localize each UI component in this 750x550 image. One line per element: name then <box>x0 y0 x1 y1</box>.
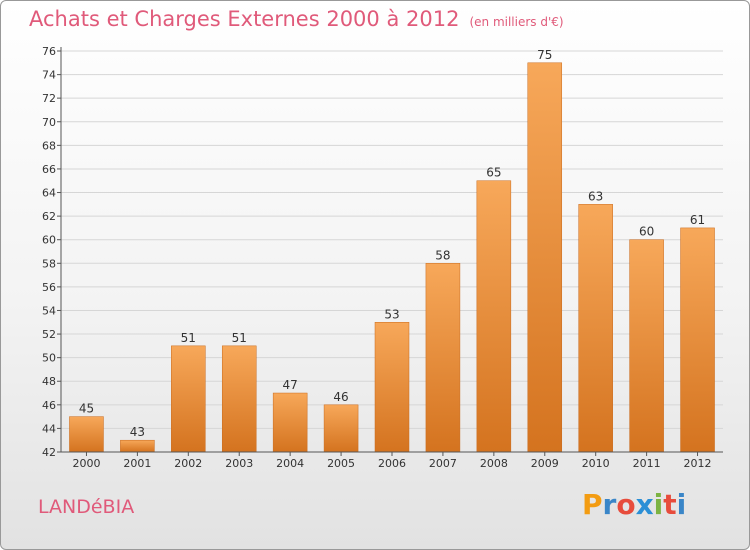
logo-letter: r <box>602 488 617 521</box>
x-tick-label: 2011 <box>633 457 661 470</box>
y-tick-label: 70 <box>42 116 56 129</box>
title-text: Achats et Charges Externes 2000 à 2012 <box>29 7 460 31</box>
bar <box>69 416 104 453</box>
commune-name: LANDéBIA <box>38 496 135 518</box>
logo-letter: x <box>635 488 654 521</box>
logo-letter: o <box>616 488 636 521</box>
logo-letter: i <box>676 488 687 521</box>
y-tick-label: 68 <box>42 139 56 152</box>
bar <box>680 227 715 453</box>
bar <box>374 322 410 453</box>
chart-title: Achats et Charges Externes 2000 à 2012 (e… <box>29 7 564 31</box>
y-tick-label: 48 <box>42 375 56 388</box>
x-tick-label: 2004 <box>276 457 304 470</box>
bar <box>425 263 461 453</box>
x-tick-label: 2007 <box>429 457 457 470</box>
y-tick-label: 42 <box>42 446 56 459</box>
x-tick-label: 2012 <box>684 457 712 470</box>
bar-value-label: 43 <box>130 425 145 439</box>
x-tick-label: 2002 <box>174 457 202 470</box>
bar <box>476 180 512 453</box>
bar-value-label: 51 <box>232 331 247 345</box>
y-tick-label: 52 <box>42 328 56 341</box>
y-tick-label: 54 <box>42 304 56 317</box>
bar <box>120 439 155 453</box>
y-tick-label: 62 <box>42 210 56 223</box>
y-tick-label: 44 <box>42 422 56 435</box>
bar <box>171 345 206 453</box>
x-tick-label: 2006 <box>378 457 406 470</box>
bar-value-label: 65 <box>486 166 501 180</box>
bar-value-label: 58 <box>435 248 450 262</box>
x-tick-label: 2009 <box>531 457 559 470</box>
bar <box>221 345 257 453</box>
y-tick-label: 76 <box>42 45 56 58</box>
y-tick-label: 60 <box>42 234 56 247</box>
x-tick-label: 2000 <box>72 457 100 470</box>
y-tick-label: 72 <box>42 92 56 105</box>
x-tick-label: 2010 <box>582 457 610 470</box>
bar <box>578 204 613 453</box>
bar <box>629 239 664 453</box>
bar-value-label: 63 <box>588 189 603 203</box>
y-tick-label: 74 <box>42 69 56 82</box>
x-tick-label: 2003 <box>225 457 253 470</box>
bar-value-label: 53 <box>384 307 399 321</box>
y-tick-label: 64 <box>42 187 56 200</box>
bar-value-label: 46 <box>333 390 348 404</box>
bar <box>272 392 308 453</box>
x-tick-label: 2001 <box>123 457 151 470</box>
bar-value-label: 45 <box>79 402 94 416</box>
bar-value-label: 60 <box>639 225 654 239</box>
bar-value-label: 51 <box>181 331 196 345</box>
y-tick-label: 56 <box>42 281 56 294</box>
proxiti-logo[interactable]: Proxiti <box>582 488 686 521</box>
x-tick-label: 2008 <box>480 457 508 470</box>
logo-letter: P <box>582 488 603 521</box>
bar-value-label: 47 <box>283 378 298 392</box>
bars: 45 43 51 51 47 46 53 58 65 75 63 60 61 <box>69 48 715 453</box>
chart-subtitle: (en milliers d'€) <box>469 15 564 29</box>
bar <box>527 62 563 453</box>
axes: 42 44 46 48 50 52 54 56 58 60 62 64 66 68 70 72 74 76 2000… <box>42 45 723 470</box>
y-tick-label: 58 <box>42 257 56 270</box>
logo-letter: i <box>653 488 664 521</box>
bar <box>323 404 359 453</box>
bar-value-label: 61 <box>690 213 705 227</box>
y-tick-label: 66 <box>42 163 56 176</box>
y-tick-label: 46 <box>42 399 56 412</box>
logo-letter: t <box>663 488 677 521</box>
y-tick-label: 50 <box>42 352 56 365</box>
bar-value-label: 75 <box>537 48 552 62</box>
x-tick-label: 2005 <box>327 457 355 470</box>
